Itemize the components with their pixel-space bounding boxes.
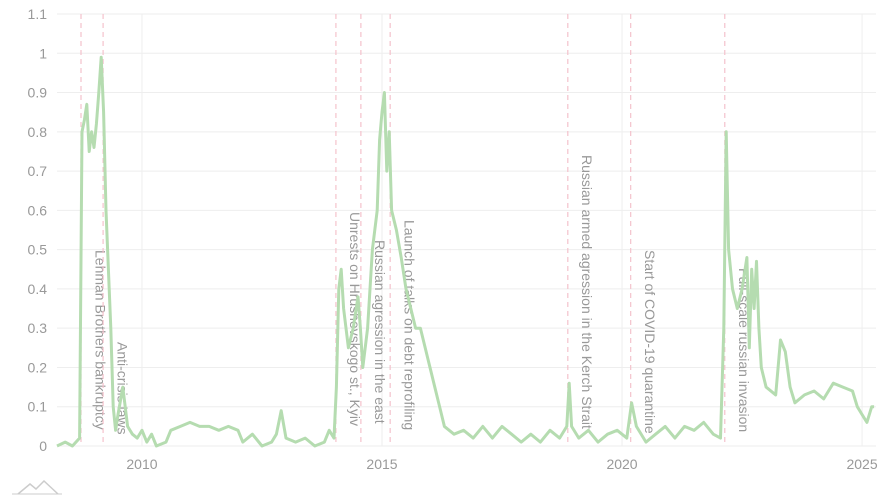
y-tick-label: 0.9 xyxy=(28,85,48,101)
y-tick-label: 0 xyxy=(39,438,47,454)
y-tick-label: 1 xyxy=(39,45,47,61)
y-tick-label: 1.1 xyxy=(28,6,48,22)
y-tick-label: 0.4 xyxy=(28,281,48,297)
y-tick-label: 0.8 xyxy=(28,124,48,140)
x-tick-label: 2020 xyxy=(606,456,637,472)
y-tick-label: 0.2 xyxy=(28,359,48,375)
annotation-label: Russian armed agression in the Kerch Str… xyxy=(579,155,595,429)
y-tick-label: 0.6 xyxy=(28,202,48,218)
annotation-label: Russian agression in the east xyxy=(372,240,388,424)
annotation-label: Lehman Brothers bankruptcy xyxy=(92,250,108,430)
annotation-label: Launch of talks on debt reprofiling xyxy=(401,220,417,430)
x-tick-label: 2015 xyxy=(366,456,397,472)
y-tick-label: 0.5 xyxy=(28,242,48,258)
x-tick-label: 2010 xyxy=(126,456,157,472)
logo xyxy=(12,479,62,495)
data-line xyxy=(56,55,875,448)
y-tick-label: 0.1 xyxy=(28,399,48,415)
annotation-label: Start of COVID-19 quarantine xyxy=(642,250,658,434)
x-tick-label: 2025 xyxy=(846,456,877,472)
y-tick-label: 0.3 xyxy=(28,320,48,336)
y-tick-label: 0.7 xyxy=(28,163,48,179)
